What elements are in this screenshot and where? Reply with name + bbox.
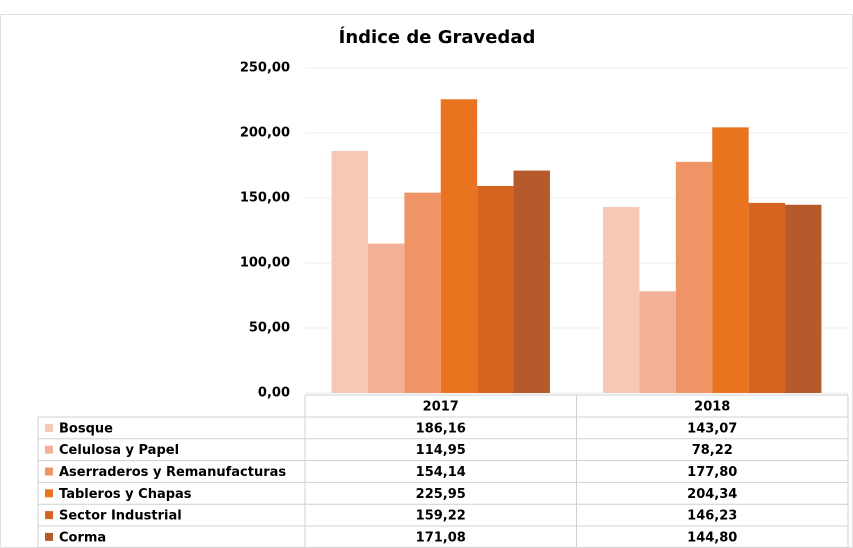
data-label: 78,22 xyxy=(692,443,733,458)
y-tick-label: 250,00 xyxy=(240,61,290,76)
legend-label: Aserraderos y Remanufacturas xyxy=(59,465,286,480)
bar xyxy=(367,243,405,393)
legend-key xyxy=(45,511,53,520)
legend-label: Bosque xyxy=(59,421,113,436)
data-label: 186,16 xyxy=(416,421,466,436)
data-label: 225,95 xyxy=(416,487,466,502)
bar xyxy=(675,161,713,393)
data-label: 159,22 xyxy=(416,509,466,524)
bar xyxy=(404,192,441,393)
data-label: 204,34 xyxy=(687,487,737,502)
bar xyxy=(712,127,749,393)
bar xyxy=(477,186,514,393)
data-label: 177,80 xyxy=(687,465,737,480)
bar xyxy=(748,202,786,393)
legend-key xyxy=(45,445,53,454)
legend-key xyxy=(45,467,53,476)
y-tick-label: 150,00 xyxy=(240,191,290,206)
y-tick-label: 100,00 xyxy=(240,256,290,271)
bar xyxy=(513,170,550,393)
legend-label: Sector Industrial xyxy=(59,509,182,524)
data-label: 144,80 xyxy=(687,530,737,545)
bar xyxy=(639,291,676,393)
legend-label: Celulosa y Papel xyxy=(59,443,179,458)
bar xyxy=(785,204,822,393)
data-label: 171,08 xyxy=(416,530,466,545)
data-label: 114,95 xyxy=(416,443,466,458)
data-label: 143,07 xyxy=(687,421,737,436)
legend-key xyxy=(45,532,53,541)
data-label: 154,14 xyxy=(416,465,466,480)
legend-label: Tableros y Chapas xyxy=(59,487,192,502)
data-label: 146,23 xyxy=(687,509,737,524)
legend-key xyxy=(45,423,53,432)
bar xyxy=(331,150,368,393)
y-tick-label: 0,00 xyxy=(258,386,290,401)
chart-title: Índice de Gravedad xyxy=(339,26,536,48)
legend-label: Corma xyxy=(59,530,106,545)
x-tick-label: 2017 xyxy=(423,400,459,415)
bar xyxy=(603,207,640,393)
bar xyxy=(440,99,478,393)
legend-key xyxy=(45,489,53,498)
y-tick-label: 200,00 xyxy=(240,126,290,141)
y-tick-label: 50,00 xyxy=(249,321,290,336)
x-tick-label: 2018 xyxy=(694,400,730,415)
